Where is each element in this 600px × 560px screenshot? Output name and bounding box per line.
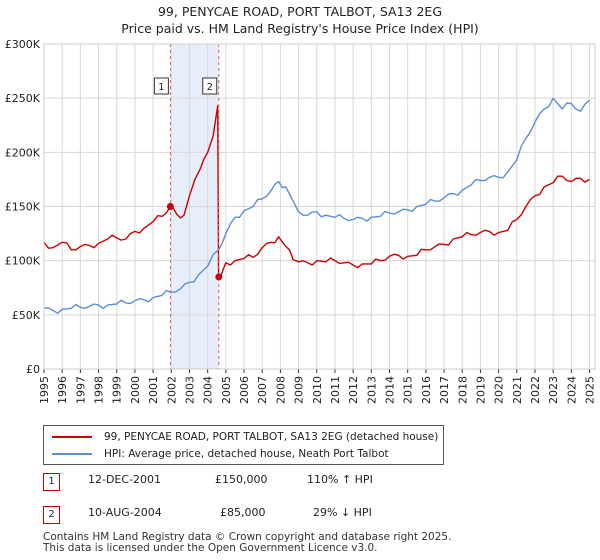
sale-point <box>215 273 223 281</box>
transaction-hpi-change: 29% ↓ HPI <box>313 506 372 519</box>
footer: Contains HM Land Registry data © Crown c… <box>43 532 451 554</box>
legend-item-hpi: HPI: Average price, detached house, Neat… <box>52 446 389 462</box>
x-tick-label: 2020 <box>493 376 506 404</box>
y-tick-label: £50K <box>12 309 41 322</box>
price-chart: 1 2 £0 £50K £100K £150K £200K £250K £300K 1995 19… <box>5 38 597 404</box>
x-tick-label: 2001 <box>147 376 160 404</box>
x-tick-label: 2002 <box>165 376 178 404</box>
x-tick-label: 2025 <box>584 376 597 404</box>
legend-swatch-hpi <box>52 453 92 455</box>
transaction-hpi-change: 110% ↑ HPI <box>307 473 373 486</box>
x-tick-label: 2018 <box>456 376 469 404</box>
footer-license: This data is licensed under the Open Gov… <box>43 542 378 554</box>
legend-label-hpi: HPI: Average price, detached house, Neat… <box>104 448 389 460</box>
footer-copyright: Contains HM Land Registry data © Crown c… <box>43 531 452 543</box>
transaction-badge: 1 <box>43 473 60 491</box>
sale-marker-label: 1 <box>158 82 164 93</box>
y-tick-label: £250K <box>5 92 41 105</box>
x-tick-label: 2011 <box>329 376 342 404</box>
x-tick-label: 2003 <box>183 376 196 404</box>
y-tick-label: £300K <box>5 38 41 51</box>
chart-title: 99, PENYCAE ROAD, PORT TALBOT, SA13 2EG <box>157 4 443 19</box>
legend-label-property: 99, PENYCAE ROAD, PORT TALBOT, SA13 2EG … <box>104 431 439 443</box>
x-tick-label: 1999 <box>111 376 124 404</box>
x-tick-label: 1997 <box>74 376 87 404</box>
property-price-line <box>43 105 590 278</box>
y-tick-label: £200K <box>5 146 41 159</box>
x-tick-label: 2017 <box>438 376 451 404</box>
x-tick-label: 2004 <box>202 376 215 404</box>
sale-marker-box <box>202 77 218 95</box>
x-tick-label: 2013 <box>365 376 378 404</box>
y-tick-label: £0 <box>26 363 40 376</box>
legend-swatch-property <box>52 436 92 438</box>
x-tick-label: 2016 <box>420 376 433 404</box>
transaction-date: 12-DEC-2001 <box>88 473 162 486</box>
x-tick-label: 2019 <box>474 376 487 404</box>
x-tick-label: 2022 <box>529 376 542 404</box>
x-tick-label: 2008 <box>274 376 287 404</box>
transaction-date: 10-AUG-2004 <box>88 506 162 519</box>
plot-frame <box>43 43 596 370</box>
x-tick-label: 2005 <box>220 376 233 404</box>
x-tick-label: 2009 <box>293 376 306 404</box>
chart-subtitle: Price paid vs. HM Land Registry's House … <box>121 21 479 36</box>
x-tick-label: 1996 <box>56 376 69 404</box>
sale-marker-box <box>153 77 169 95</box>
x-tick-label: 2010 <box>311 376 324 404</box>
chart-title-block: 99, PENYCAE ROAD, PORT TALBOT, SA13 2EG … <box>0 3 600 37</box>
legend-item-property: 99, PENYCAE ROAD, PORT TALBOT, SA13 2EG … <box>52 429 438 445</box>
x-tick-label: 2015 <box>402 376 415 404</box>
x-tick-label: 1998 <box>93 376 106 404</box>
hpi-line <box>43 97 590 314</box>
sale-marker-label: 2 <box>207 82 213 93</box>
transaction-price: £85,000 <box>220 506 266 519</box>
x-tick-label: 2012 <box>347 376 360 404</box>
x-tick-label: 2006 <box>238 376 251 404</box>
x-tick-label: 2023 <box>547 376 560 404</box>
x-tick-label: 2014 <box>384 376 397 404</box>
sale-point <box>166 203 174 210</box>
legend: 99, PENYCAE ROAD, PORT TALBOT, SA13 2EG … <box>43 425 444 465</box>
x-tick-label: 2024 <box>565 376 578 404</box>
x-tick-label: 2000 <box>129 376 142 404</box>
y-tick-label: £100K <box>5 255 41 268</box>
x-tick-label: 2021 <box>511 376 524 404</box>
x-tick-label: 2007 <box>256 376 269 404</box>
transaction-badge: 2 <box>43 506 60 524</box>
transaction-price: £150,000 <box>215 473 268 486</box>
y-tick-label: £150K <box>5 201 41 214</box>
x-tick-label: 1995 <box>38 376 51 404</box>
